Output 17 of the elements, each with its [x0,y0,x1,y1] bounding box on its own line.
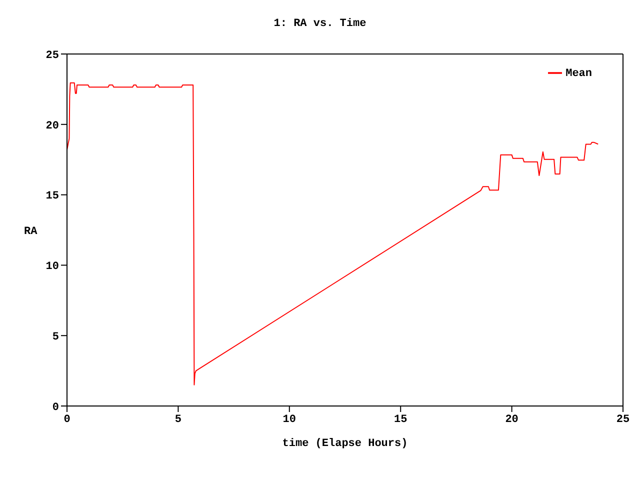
legend-label: Mean [566,68,592,80]
x-axis-title: time (Elapse Hours) [282,438,408,450]
line-series [67,82,599,386]
x-tick-label: 5 [174,414,182,426]
y-axis-title: RA [24,226,38,238]
chart-title: 1: RA vs. Time [272,18,368,30]
y-tick-label: 25 [46,50,60,62]
y-tick-label: 15 [46,190,60,203]
x-tick-label: 0 [64,414,70,426]
x-tick-label: 15 [394,414,408,426]
x-tick-label: 25 [616,414,630,426]
x-tick-label: 10 [282,414,296,426]
y-tick-label: 10 [46,261,59,274]
y-tick-label: 0 [52,402,59,414]
x-tick-label: 20 [505,414,518,426]
y-tick-label: 20 [46,120,59,132]
y-tick-label: 5 [52,332,60,344]
